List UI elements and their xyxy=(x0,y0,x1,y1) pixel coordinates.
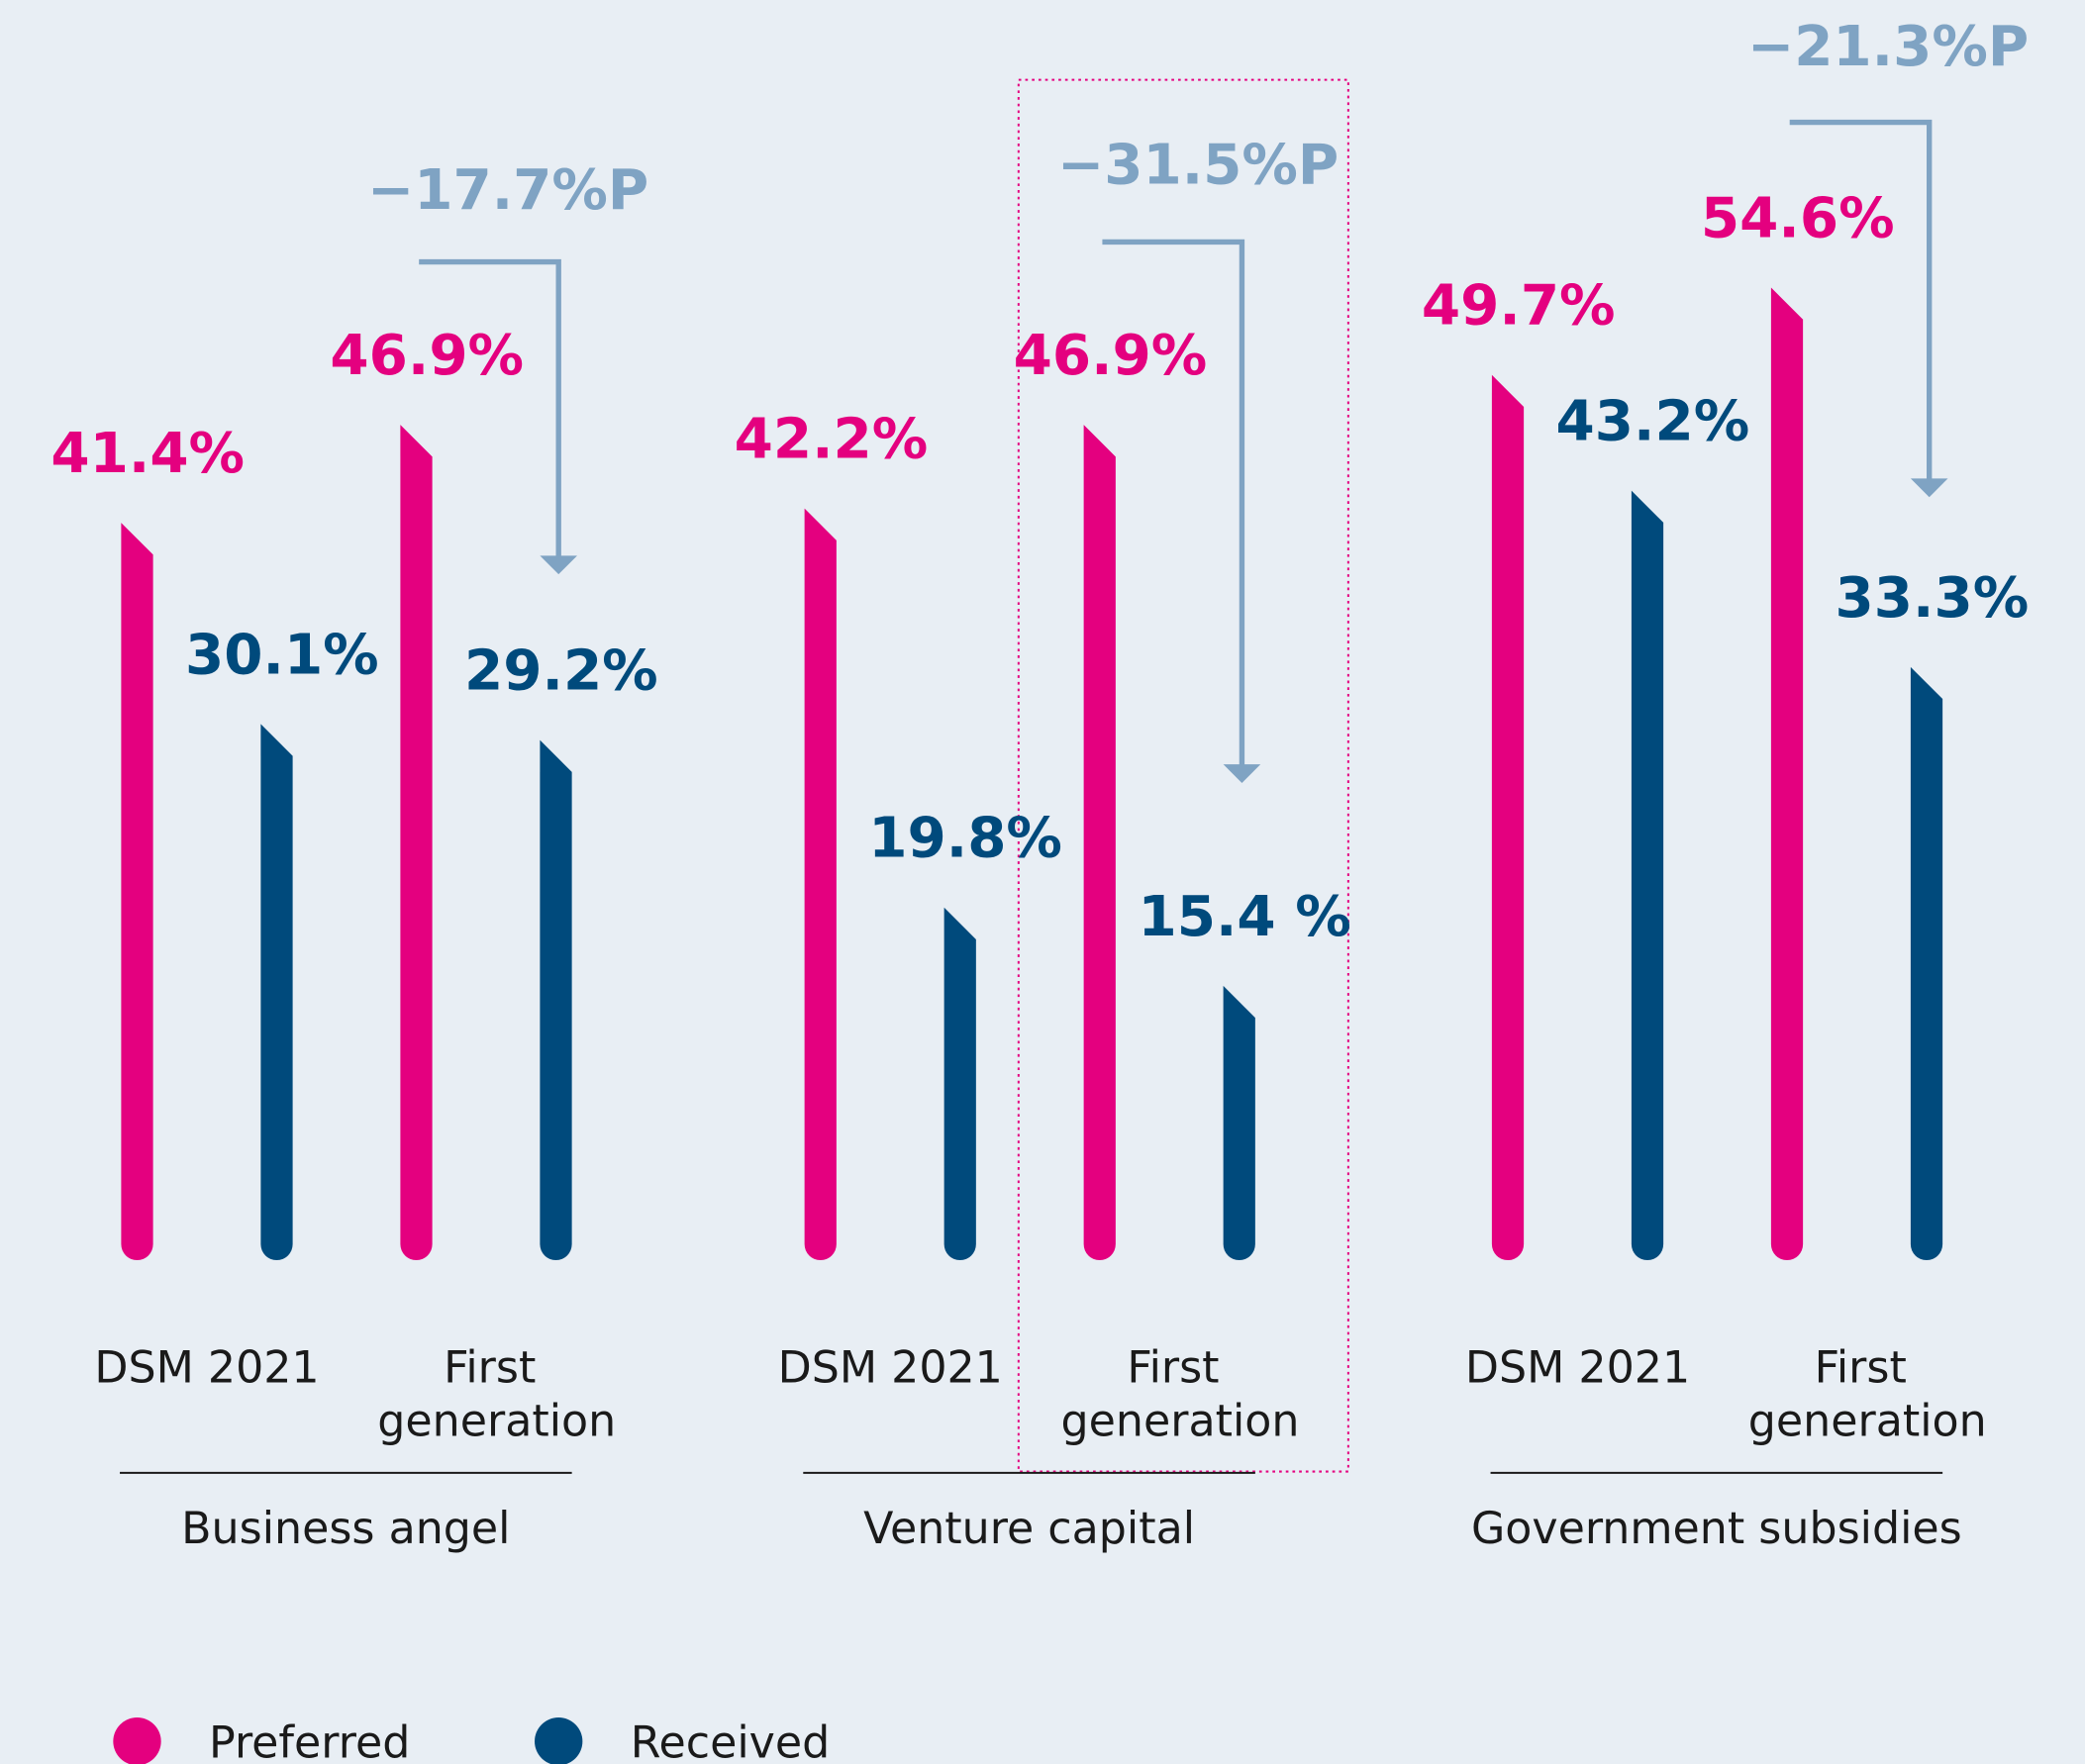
value-label: 30.1% xyxy=(185,623,379,687)
arrow xyxy=(1789,119,1933,482)
category-label: First generation xyxy=(1061,1343,1300,1447)
bar xyxy=(1491,374,1525,1261)
value-label: 46.9% xyxy=(330,324,524,388)
value-label: 46.9% xyxy=(1014,324,1208,388)
category-label-line: generation xyxy=(377,1396,616,1446)
bar xyxy=(1910,666,1943,1261)
annotation: −31.5%P xyxy=(1057,133,1339,197)
bar xyxy=(1770,287,1804,1261)
category-label-line: First xyxy=(1127,1343,1233,1394)
value-label: 19.8% xyxy=(868,807,1062,871)
value-label: 41.4% xyxy=(50,422,245,486)
group-label: Business angel xyxy=(181,1504,510,1554)
category-label: DSM 2021 xyxy=(778,1343,1003,1394)
value-label: 42.2% xyxy=(735,408,929,472)
value-label: 43.2% xyxy=(1556,390,1750,454)
group-label: Venture capital xyxy=(863,1504,1195,1554)
bar xyxy=(1223,985,1255,1261)
value-label: 33.3% xyxy=(1836,566,2030,631)
legend-swatch xyxy=(535,1717,583,1764)
category-label-line: generation xyxy=(1748,1396,1987,1446)
category-label-line: generation xyxy=(1061,1396,1300,1446)
value-label: 29.2% xyxy=(464,639,658,704)
bar xyxy=(943,907,976,1261)
bar xyxy=(121,523,153,1261)
annotation: −21.3%P xyxy=(1747,15,2029,79)
category-label: First generation xyxy=(1748,1343,1987,1447)
category-label-line: First xyxy=(444,1343,549,1394)
category-label: DSM 2021 xyxy=(1465,1343,1690,1394)
value-label: 49.7% xyxy=(1422,274,1616,339)
legend-label: Received xyxy=(631,1717,831,1764)
category-label-line: First xyxy=(1815,1343,1921,1394)
arrow xyxy=(419,258,561,559)
arrow-head xyxy=(1910,478,1948,498)
group-label: Government subsidies xyxy=(1471,1504,1962,1554)
bar xyxy=(540,739,572,1261)
bar xyxy=(1631,490,1664,1261)
category-label: First generation xyxy=(377,1343,616,1447)
arrow-head xyxy=(540,555,577,575)
bar xyxy=(804,508,837,1261)
arrow-head xyxy=(1223,764,1261,783)
highlight-box xyxy=(1017,78,1349,1473)
bar xyxy=(260,724,293,1261)
bar xyxy=(1083,425,1116,1261)
annotation: −17.7%P xyxy=(367,158,648,223)
value-label: 54.6% xyxy=(1701,187,1895,251)
arrow xyxy=(1102,239,1245,767)
category-label: DSM 2021 xyxy=(94,1343,319,1394)
bar xyxy=(400,425,433,1261)
value-label: 15.4 % xyxy=(1138,885,1350,949)
legend-label: Preferred xyxy=(209,1717,410,1764)
legend-swatch xyxy=(113,1717,161,1764)
